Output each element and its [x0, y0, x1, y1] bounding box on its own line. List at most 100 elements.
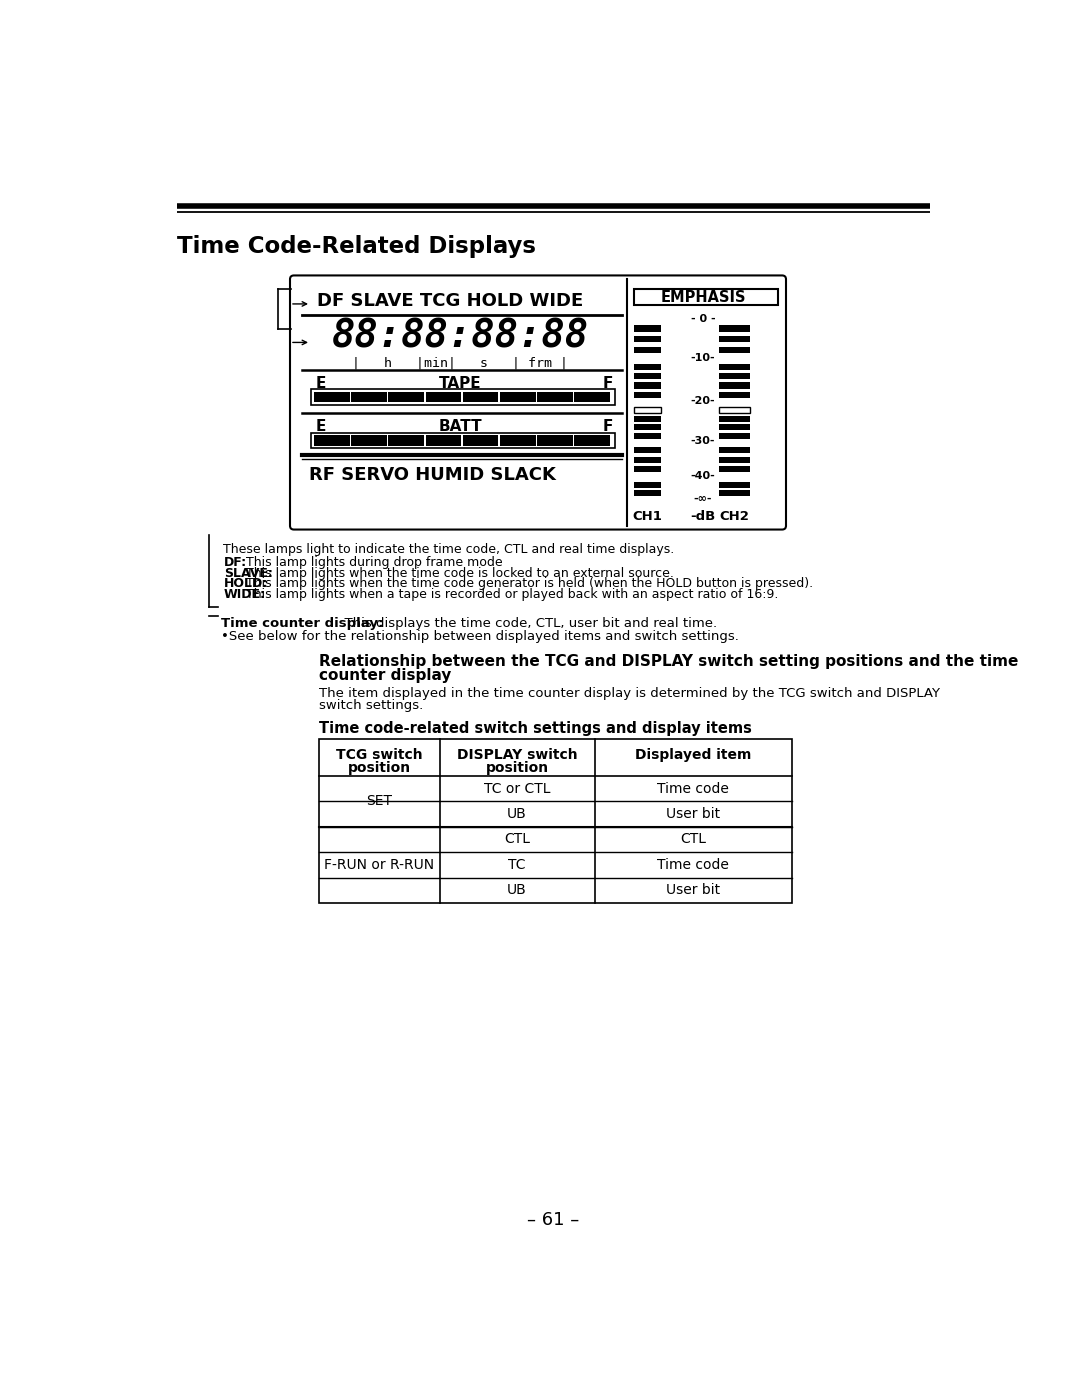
- Text: SLAVE:: SLAVE:: [225, 567, 273, 580]
- Text: Time code: Time code: [658, 782, 729, 796]
- Bar: [634, 415, 661, 422]
- Text: F: F: [603, 376, 613, 391]
- Text: This lamp lights when a tape is recorded or played back with an aspect ratio of : This lamp lights when a tape is recorded…: [246, 588, 779, 601]
- Text: User bit: User bit: [666, 883, 720, 897]
- Bar: [351, 434, 387, 446]
- Bar: [634, 391, 661, 398]
- Text: TAPE: TAPE: [440, 376, 482, 391]
- Bar: [634, 467, 661, 472]
- Bar: [718, 383, 750, 388]
- Bar: [718, 425, 750, 430]
- Text: This displays the time code, CTL, user bit and real time.: This displays the time code, CTL, user b…: [336, 617, 717, 630]
- Bar: [718, 337, 750, 342]
- Text: 88:88:88:88: 88:88:88:88: [332, 317, 589, 356]
- Text: TC: TC: [509, 858, 526, 872]
- Text: This lamp lights when the time code generator is held (when the HOLD button is p: This lamp lights when the time code gene…: [246, 577, 813, 591]
- Bar: [718, 433, 750, 439]
- Text: -30-: -30-: [691, 436, 715, 446]
- Bar: [314, 434, 350, 446]
- Bar: [634, 337, 661, 342]
- Text: This lamp lights during drop frame mode: This lamp lights during drop frame mode: [246, 556, 502, 569]
- Text: – 61 –: – 61 –: [527, 1211, 580, 1229]
- Bar: [500, 391, 536, 402]
- Text: E: E: [315, 376, 326, 391]
- Bar: [314, 391, 350, 402]
- FancyBboxPatch shape: [291, 275, 786, 529]
- Bar: [463, 434, 499, 446]
- Bar: [718, 457, 750, 462]
- Text: Time code-related switch settings and display items: Time code-related switch settings and di…: [320, 721, 753, 735]
- Bar: [634, 383, 661, 388]
- Bar: [718, 346, 750, 353]
- Bar: [718, 326, 750, 331]
- Bar: [389, 391, 424, 402]
- Text: CTL: CTL: [504, 833, 530, 847]
- Text: -10-: -10-: [691, 353, 715, 363]
- Text: -20-: -20-: [691, 395, 715, 407]
- Bar: [634, 289, 779, 306]
- Text: position: position: [486, 760, 549, 774]
- Bar: [537, 391, 572, 402]
- Bar: [634, 457, 661, 462]
- Text: Time code: Time code: [658, 858, 729, 872]
- Bar: [426, 434, 461, 446]
- Bar: [351, 391, 387, 402]
- Bar: [463, 391, 499, 402]
- Bar: [311, 390, 615, 405]
- Bar: [426, 391, 461, 402]
- Text: UB: UB: [508, 807, 527, 821]
- Bar: [634, 346, 661, 353]
- Bar: [500, 434, 536, 446]
- Text: WIDE:: WIDE:: [225, 588, 266, 601]
- Text: switch settings.: switch settings.: [320, 698, 423, 712]
- Text: HOLD:: HOLD:: [225, 577, 268, 591]
- Bar: [718, 365, 750, 370]
- Text: Time Code-Related Displays: Time Code-Related Displays: [177, 236, 536, 258]
- Bar: [718, 415, 750, 422]
- Bar: [718, 490, 750, 496]
- Text: |   h   |min|   s   | frm |: | h |min| s | frm |: [352, 356, 568, 369]
- Text: BATT: BATT: [438, 419, 483, 433]
- Text: -dB: -dB: [690, 510, 716, 524]
- Bar: [634, 425, 661, 430]
- Text: E: E: [315, 419, 326, 433]
- Bar: [311, 433, 615, 448]
- Text: EMPHASIS: EMPHASIS: [660, 289, 746, 305]
- Text: DF:: DF:: [225, 556, 247, 569]
- Text: -40-: -40-: [691, 471, 715, 481]
- Text: User bit: User bit: [666, 807, 720, 821]
- Text: counter display: counter display: [320, 668, 451, 683]
- Bar: [320, 739, 793, 902]
- Text: - 0 -: - 0 -: [691, 314, 715, 324]
- Bar: [389, 434, 424, 446]
- Bar: [634, 407, 661, 414]
- Text: TC or CTL: TC or CTL: [484, 782, 551, 796]
- Bar: [718, 482, 750, 488]
- Bar: [634, 433, 661, 439]
- Text: CH2: CH2: [719, 510, 750, 524]
- Text: TCG switch: TCG switch: [336, 749, 423, 763]
- Bar: [718, 467, 750, 472]
- Text: Relationship between the TCG and DISPLAY switch setting positions and the time: Relationship between the TCG and DISPLAY…: [320, 654, 1018, 669]
- Bar: [634, 365, 661, 370]
- Bar: [634, 482, 661, 488]
- Bar: [634, 447, 661, 453]
- Bar: [718, 407, 750, 414]
- Bar: [718, 373, 750, 380]
- Bar: [575, 434, 610, 446]
- Bar: [634, 490, 661, 496]
- Bar: [634, 373, 661, 380]
- Text: position: position: [348, 760, 411, 774]
- Text: These lamps light to indicate the time code, CTL and real time displays.: These lamps light to indicate the time c…: [222, 543, 674, 556]
- Text: Displayed item: Displayed item: [635, 749, 752, 763]
- Text: •See below for the relationship between displayed items and switch settings.: •See below for the relationship between …: [221, 630, 739, 643]
- Text: CH1: CH1: [633, 510, 663, 524]
- Text: F-RUN or R-RUN: F-RUN or R-RUN: [324, 858, 434, 872]
- Text: CTL: CTL: [680, 833, 706, 847]
- Text: Time counter display:: Time counter display:: [221, 617, 383, 630]
- Text: RF SERVO HUMID SLACK: RF SERVO HUMID SLACK: [309, 465, 556, 483]
- Text: DF SLAVE TCG HOLD WIDE: DF SLAVE TCG HOLD WIDE: [318, 292, 583, 310]
- Text: UB: UB: [508, 883, 527, 897]
- Text: The item displayed in the time counter display is determined by the TCG switch a: The item displayed in the time counter d…: [320, 686, 941, 700]
- Text: SET: SET: [366, 795, 392, 809]
